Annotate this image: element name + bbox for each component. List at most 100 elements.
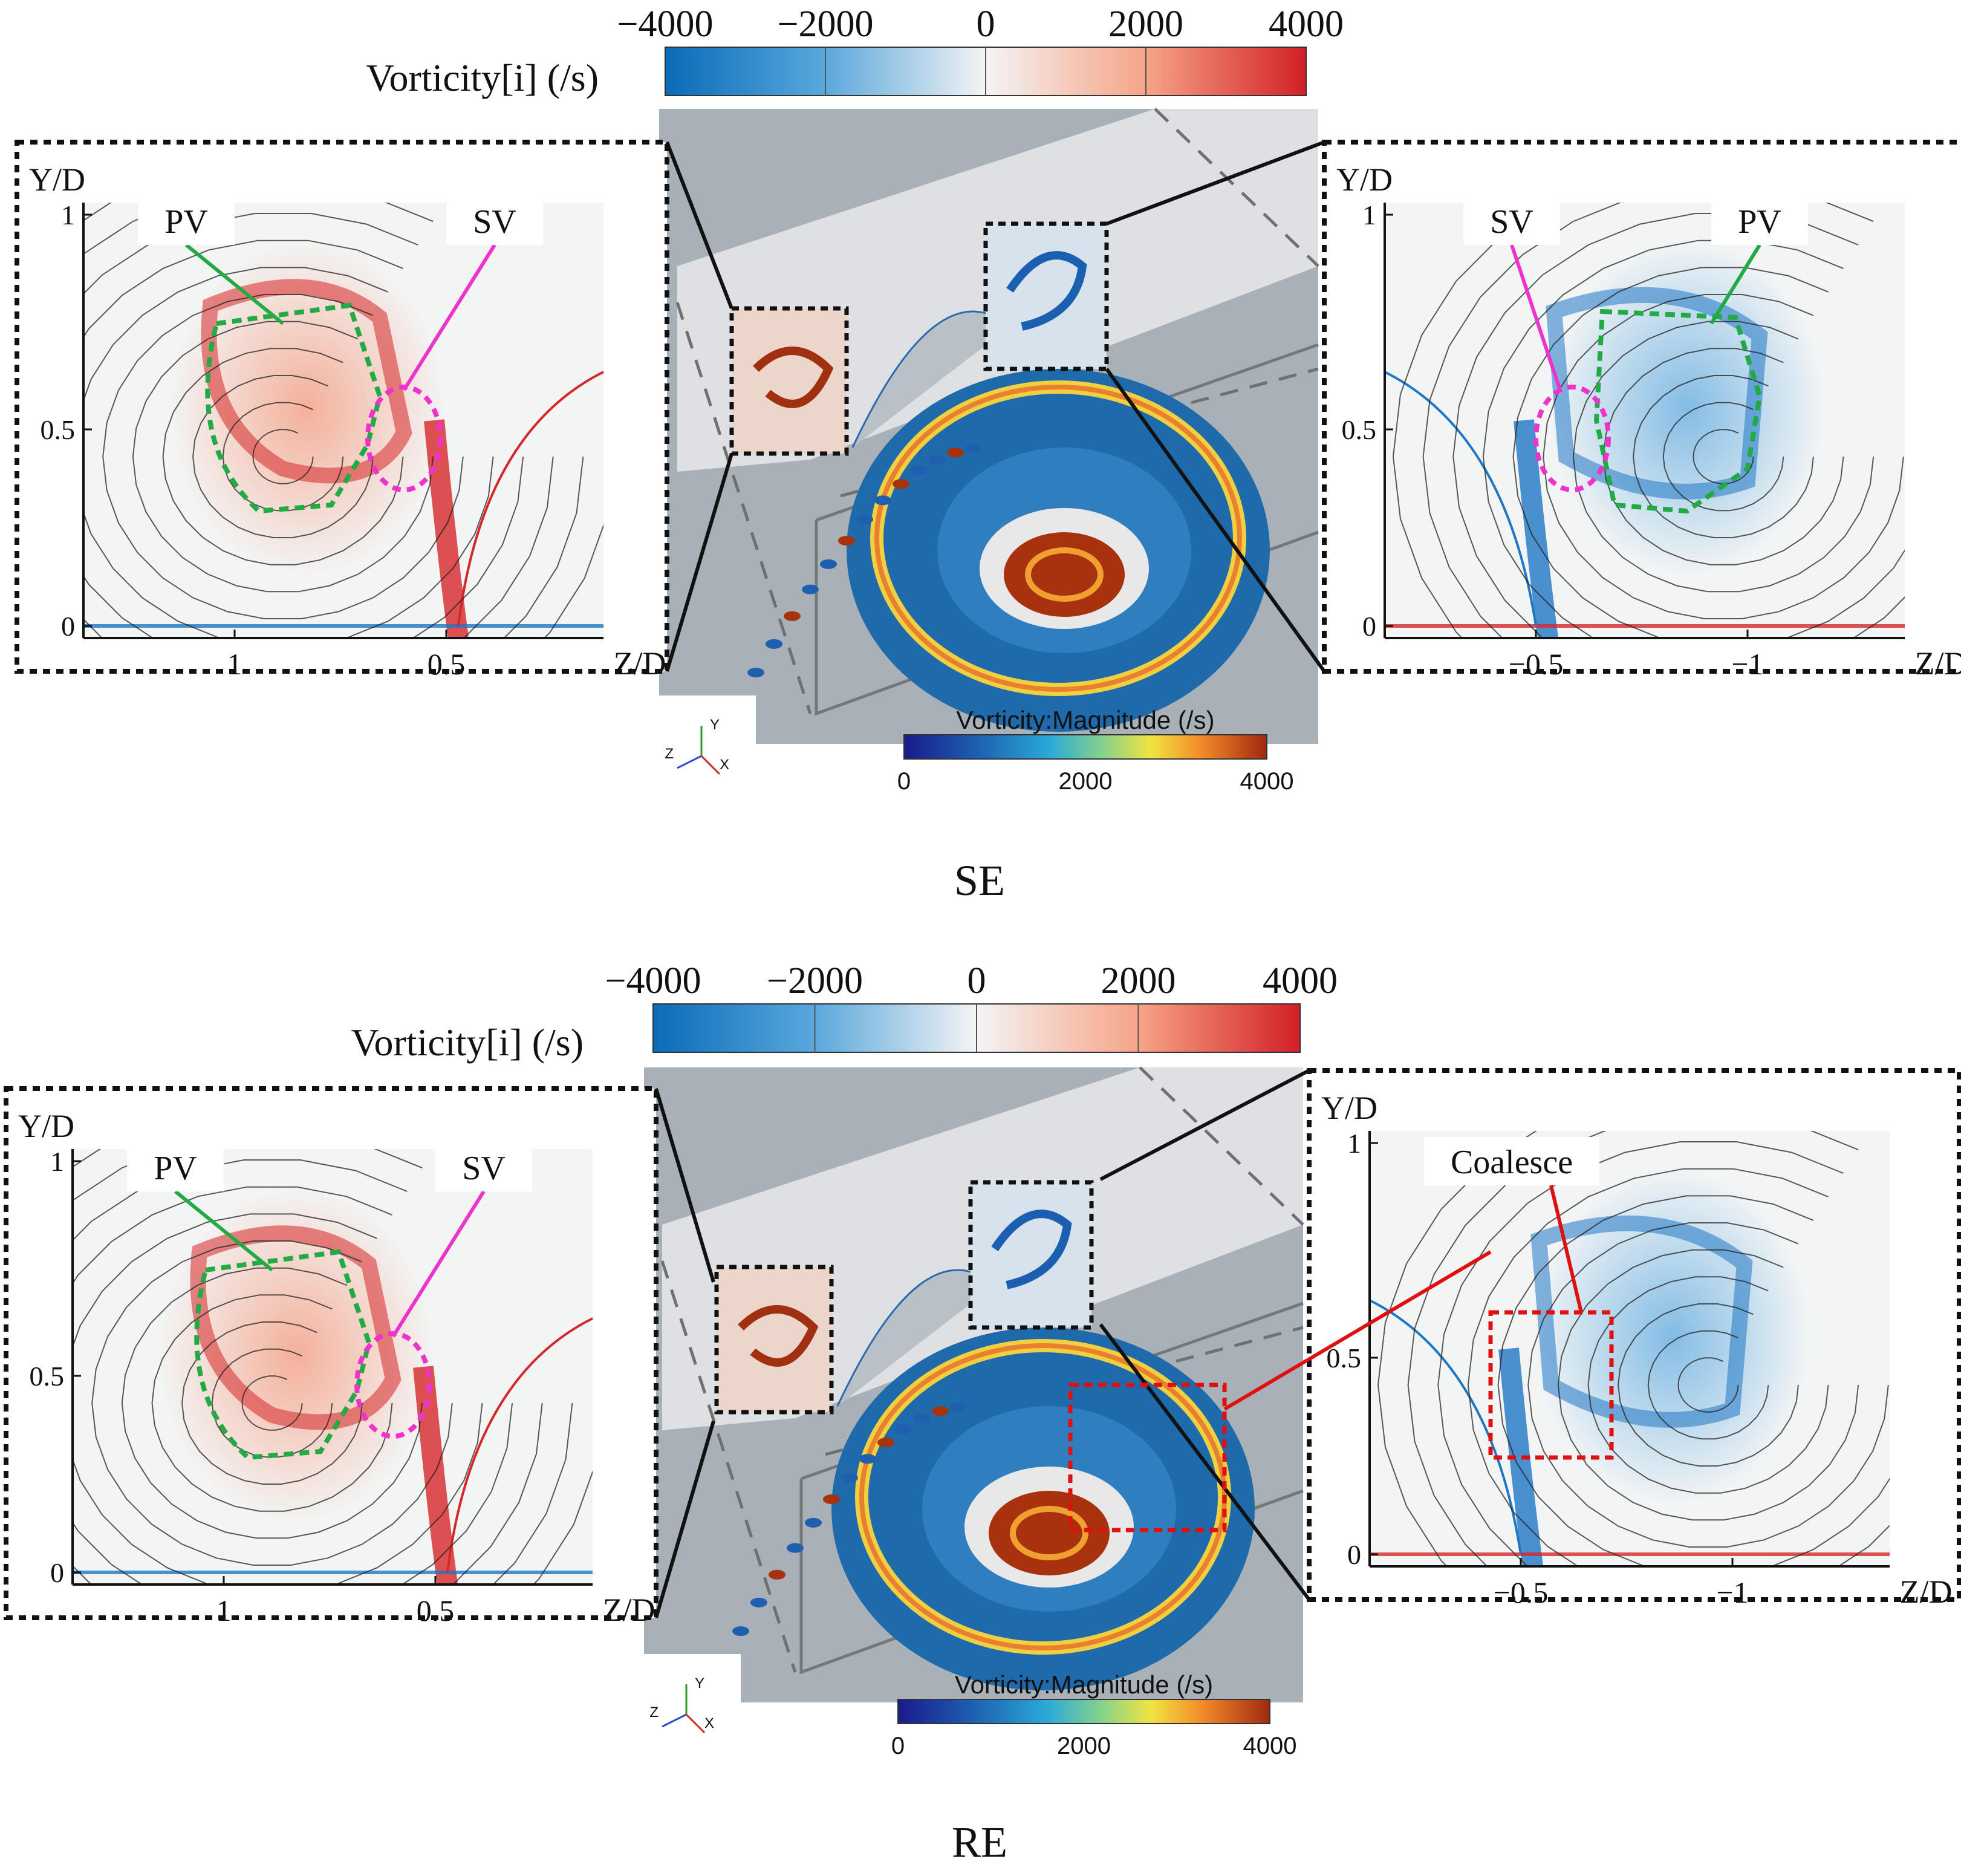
vorticity-region	[1533, 1167, 1811, 1506]
magnitude-tick-label: 2000	[1059, 768, 1113, 795]
cylinder-edge	[1384, 371, 1537, 627]
vortex-fragment	[965, 443, 982, 454]
vorticity-tick-label: 4000	[1263, 960, 1338, 1002]
streamline	[1693, 429, 1754, 484]
vortex-fragment	[732, 1626, 749, 1637]
vortex-label: SV	[1490, 203, 1533, 241]
vortex-fragment	[877, 1438, 894, 1448]
streamline	[1677, 1357, 1739, 1413]
streamline	[73, 1186, 513, 1585]
streamline	[181, 1321, 363, 1485]
vortex-fragment	[802, 584, 819, 594]
streamline	[1407, 1131, 1859, 1566]
streamline	[1377, 1131, 1537, 1566]
inner-vortex	[1004, 532, 1125, 617]
zoom-connector	[665, 141, 733, 310]
vortex-fragment	[856, 514, 873, 524]
vorticity-tick-label: 2000	[1101, 960, 1176, 1002]
triad-z-axis	[662, 1713, 687, 1728]
triad-x-label: X	[720, 757, 729, 773]
label-box	[127, 1143, 224, 1191]
triad-bg	[644, 1654, 741, 1757]
zoom-connector	[1099, 1069, 1310, 1181]
panel-se: −4000 −2000 0 2000 4000 Vorticity[i] (/s) Y Z X 1…	[15, 4, 1961, 905]
vortex-fragment	[784, 611, 801, 621]
streamline	[1512, 267, 1905, 638]
streamline	[1647, 1330, 1769, 1440]
x-tick-label: −1	[1731, 647, 1763, 681]
cylinder-edge	[1369, 1299, 1522, 1555]
streamline	[1527, 1222, 1889, 1548]
vortex-fragment	[932, 1406, 949, 1416]
domain-edge	[1139, 1066, 1304, 1226]
vortex-label: PV	[154, 1150, 197, 1187]
streamline	[1602, 348, 1844, 565]
vortex-fragment	[947, 448, 964, 458]
vortex-fragment	[950, 1402, 967, 1412]
x-axis-label: Z/D	[603, 1592, 655, 1628]
y-tick-label: 0	[61, 611, 75, 642]
y-tick-label: 0	[1362, 611, 1376, 642]
left-zoom-vortex	[753, 347, 834, 408]
vortex-label: SV	[462, 1150, 506, 1187]
y-tick-label: 1	[50, 1146, 64, 1177]
left-zoom-box	[729, 306, 849, 456]
magnitude-colorbar	[903, 734, 1267, 760]
streamline	[162, 348, 404, 565]
x-tick-label: 0.5	[417, 1594, 455, 1627]
streamline	[1557, 1249, 1859, 1521]
streamline	[1497, 1195, 1890, 1566]
y-tick-label: 0.5	[1342, 414, 1377, 445]
zoom-connector	[1105, 368, 1326, 673]
vortex-fragment	[750, 1597, 767, 1607]
streamline	[83, 239, 524, 638]
streamline	[252, 429, 314, 484]
pv-outline	[194, 1249, 372, 1461]
y-tick-label: 0.5	[30, 1361, 65, 1392]
vorticity-tick-label: −2000	[778, 4, 874, 45]
domain-edge	[660, 1260, 797, 1673]
magnitude-colorbar	[897, 1699, 1270, 1724]
label-box	[1711, 197, 1808, 245]
vortex-label: PV	[1738, 203, 1781, 241]
vorticity-colorbar-title: Vorticity[i] (/s)	[351, 1021, 584, 1064]
y-axis-label: Y/D	[1336, 161, 1393, 198]
x-axis-label: Z/D	[614, 645, 666, 682]
vortex-fragment	[766, 639, 782, 649]
vortex-fragment	[820, 559, 837, 569]
y-tick-label: 0	[50, 1557, 64, 1588]
left-zoom-box	[714, 1265, 834, 1415]
streamline	[151, 1294, 393, 1512]
streamline	[1422, 203, 1874, 638]
vortex-fragment	[859, 1454, 876, 1464]
wall-shear-layer	[1514, 419, 1558, 638]
x-axis-label: Z/D	[1900, 1574, 1953, 1610]
vorticity-tick-label: 4000	[1269, 4, 1344, 45]
triad-x-label: X	[704, 1715, 714, 1731]
panel-re: −4000 −2000 0 2000 4000 Vorticity[i] (/s) Y Z X 1…	[4, 960, 1961, 1866]
streamline	[73, 1213, 483, 1585]
streamline	[1633, 375, 1814, 538]
zoom-connector	[1223, 1250, 1492, 1411]
leader-line	[1549, 1185, 1583, 1313]
leader-line	[1709, 244, 1761, 325]
vortex-fragment	[747, 668, 764, 678]
y-axis-label: Y/D	[18, 1108, 74, 1144]
inner-vortex	[989, 1491, 1110, 1575]
magnitude-colorbar-title: Vorticity:Magnitude (/s)	[955, 1670, 1213, 1699]
triad-bg	[659, 695, 756, 798]
magnitude-tick-label: 4000	[1243, 1733, 1297, 1759]
left-zoom-vortex	[738, 1305, 819, 1367]
streamline	[1482, 239, 1905, 638]
x-tick-label: −1	[1716, 1575, 1748, 1609]
triad-z-label: Z	[649, 1704, 659, 1721]
colorbar-bg	[877, 756, 1318, 810]
streamline	[1437, 1141, 1890, 1566]
triad-x-axis	[700, 755, 721, 775]
leader-line	[174, 1190, 273, 1272]
streamline	[83, 267, 494, 638]
vortex-fragment	[911, 465, 928, 475]
magnitude-colorbar-title: Vorticity:Magnitude (/s)	[956, 706, 1214, 734]
leader-line	[391, 1190, 486, 1338]
